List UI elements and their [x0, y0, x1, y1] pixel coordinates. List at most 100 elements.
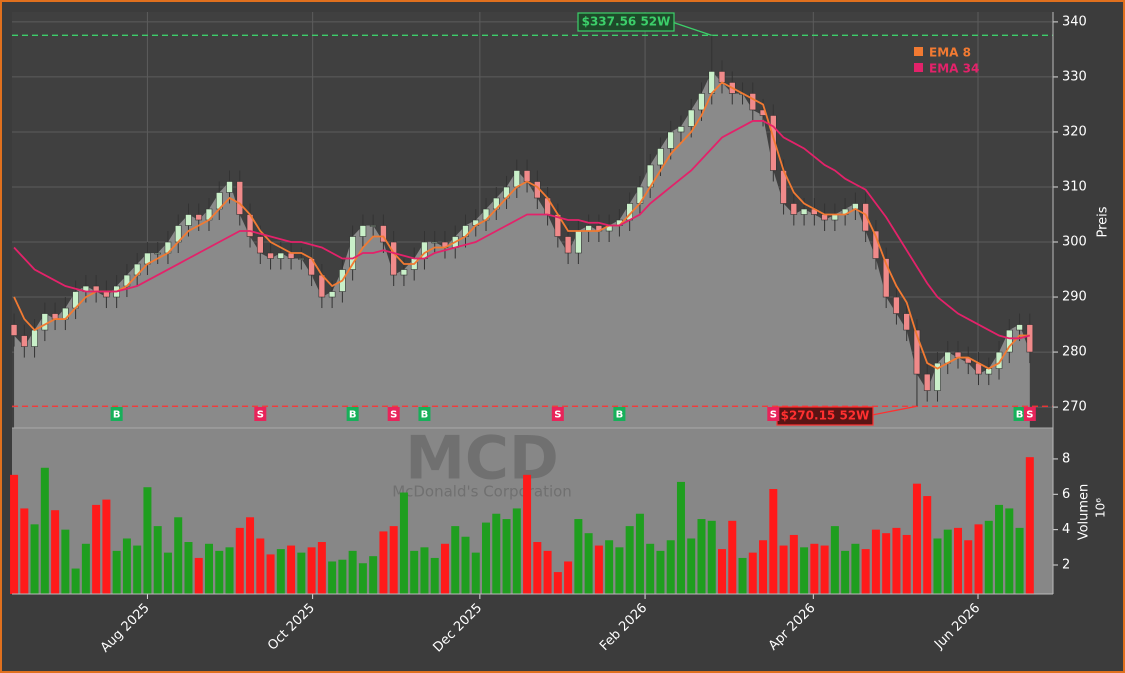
candle-body	[893, 296, 900, 314]
annotation-arrow	[671, 21, 712, 36]
volume-bar	[543, 550, 552, 594]
signal-marker	[1013, 407, 1026, 421]
volume-bar	[143, 487, 152, 594]
annotation-box	[577, 12, 675, 32]
candle-body	[31, 329, 38, 347]
volume-bar	[769, 488, 778, 594]
volume-bar	[266, 554, 275, 594]
volume-bar	[974, 524, 983, 594]
candle-body	[359, 225, 367, 237]
candle-body	[10, 324, 18, 336]
volume-bar	[102, 499, 111, 594]
y-tick-label: 290	[1062, 290, 1087, 305]
y-tick-label: 310	[1062, 179, 1087, 194]
watermark-company: McDonald's Corporation	[392, 483, 572, 501]
volume-bar	[492, 513, 501, 594]
signal-label: S	[770, 410, 777, 421]
volume-bar	[379, 531, 388, 594]
annotation-label: $337.56 52W	[582, 15, 671, 29]
volume-bar	[20, 508, 29, 594]
volume-bar	[759, 540, 768, 594]
signal-label: B	[421, 410, 429, 421]
volume-bar	[502, 519, 511, 594]
watermark-symbol: MCD	[405, 424, 559, 494]
candle-body	[1016, 324, 1023, 331]
signal-marker	[387, 407, 400, 421]
signal-marker	[613, 407, 626, 421]
y-tick-label: 330	[1062, 69, 1087, 84]
volume-bar	[61, 529, 70, 594]
volume-bar	[440, 543, 449, 594]
candle-body	[298, 258, 305, 260]
candle-body	[41, 313, 49, 331]
candle-body	[790, 203, 798, 215]
volume-bar	[615, 547, 624, 594]
volume-bar	[738, 557, 747, 594]
volume-bar	[338, 559, 347, 594]
candle-body	[657, 148, 664, 166]
y-tick-label: 340	[1062, 14, 1087, 29]
volume-bar	[204, 543, 213, 594]
volume-bar	[605, 540, 614, 594]
volume-bar	[451, 526, 460, 594]
volume-bar	[482, 522, 491, 594]
volume-bar	[646, 543, 655, 594]
volume-bar	[348, 550, 357, 594]
y-tick-label: 320	[1062, 124, 1087, 139]
volume-bar	[861, 549, 870, 594]
candle-body	[667, 131, 675, 149]
candle-body	[749, 93, 757, 111]
volume-bar	[71, 568, 80, 594]
ema-line	[13, 81, 1030, 370]
volume-bar	[728, 520, 737, 594]
candle-body	[328, 291, 336, 298]
candle-body	[934, 362, 941, 391]
candle-body	[277, 252, 285, 259]
volume-bar	[399, 492, 408, 594]
candle-body	[226, 181, 233, 193]
volume-bar	[625, 526, 634, 594]
volume-bar	[789, 534, 798, 594]
volume-bar	[687, 538, 696, 594]
legend-swatch	[914, 47, 923, 56]
candle-body	[1005, 329, 1013, 353]
volume-bar	[184, 542, 193, 594]
candle-body	[267, 252, 274, 259]
y-axis-label: Volumen	[1077, 484, 1092, 541]
volume-bar	[1025, 457, 1034, 594]
volume-bar	[523, 474, 532, 594]
signal-label: S	[1026, 410, 1033, 421]
candle-body	[698, 93, 705, 111]
volume-bar	[420, 547, 429, 594]
candle-body	[21, 335, 28, 347]
candle-body	[195, 214, 203, 221]
volume-bar	[317, 542, 326, 594]
candle-body	[575, 230, 582, 254]
volume-bar	[666, 540, 675, 594]
candle-body	[564, 236, 572, 254]
volume-bar	[697, 519, 706, 594]
volume-bar	[430, 557, 439, 594]
candle-body	[687, 109, 695, 127]
candle-body	[380, 225, 387, 243]
volume-bar	[297, 552, 306, 594]
signal-label: B	[616, 410, 624, 421]
volume-bar	[10, 474, 19, 594]
candle-body	[236, 181, 244, 215]
signal-label: S	[390, 410, 397, 421]
y-scale-label: 10⁶	[1094, 498, 1108, 518]
volume-bar	[882, 533, 891, 594]
annotation-arrow	[866, 405, 918, 417]
price-area	[14, 71, 1030, 428]
volume-bar	[902, 534, 911, 594]
signal-marker	[767, 407, 780, 421]
volume-bar	[512, 508, 521, 594]
volume-bar	[246, 517, 255, 594]
y-tick-label: 300	[1062, 235, 1087, 250]
signal-marker	[346, 407, 359, 421]
candle-body	[770, 115, 777, 171]
y-axis-label: Preis	[1096, 206, 1111, 237]
volume-bar	[122, 538, 131, 594]
candle-body	[677, 126, 685, 133]
signal-label: S	[257, 410, 264, 421]
